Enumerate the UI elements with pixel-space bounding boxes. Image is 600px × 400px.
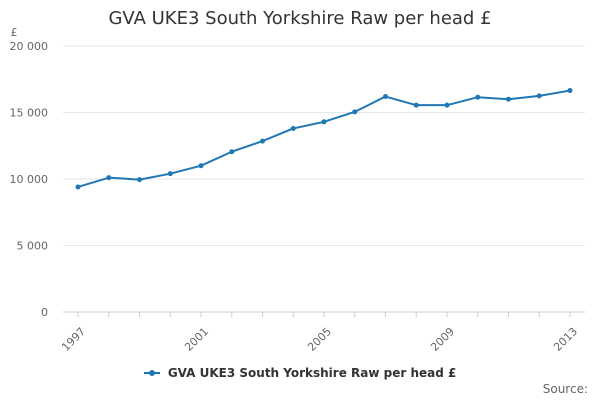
y-tick-label: 10 000 (10, 173, 49, 186)
data-point[interactable] (106, 175, 112, 181)
series-layer (75, 88, 573, 190)
data-point[interactable] (260, 138, 265, 144)
x-tick-label: 2005 (305, 325, 334, 354)
legend-swatch-icon (143, 369, 160, 376)
data-point[interactable] (536, 93, 542, 99)
data-point[interactable] (198, 163, 204, 169)
data-point[interactable] (413, 102, 419, 108)
data-point[interactable] (229, 149, 235, 155)
data-point[interactable] (167, 171, 173, 177)
x-tick-label: 2009 (428, 325, 457, 354)
y-axis-label: £ (11, 26, 18, 39)
data-point[interactable] (444, 102, 450, 108)
data-point[interactable] (506, 96, 511, 102)
grid-lines (63, 45, 585, 246)
axes (63, 311, 585, 317)
data-point[interactable] (75, 184, 81, 190)
chart-title: GVA UKE3 South Yorkshire Raw per head £ (108, 8, 492, 29)
data-point[interactable] (321, 119, 327, 125)
y-tick-label: 5 000 (17, 240, 49, 253)
x-tick-label: 1997 (59, 325, 88, 354)
x-tick-label: 2013 (551, 325, 580, 354)
data-point[interactable] (290, 125, 296, 131)
series-line (77, 89, 571, 188)
y-tick-label: 15 000 (10, 107, 49, 120)
data-point[interactable] (475, 94, 481, 100)
source-label: Source: (542, 382, 588, 396)
data-point[interactable] (383, 94, 388, 100)
data-point[interactable] (137, 177, 142, 183)
data-point[interactable] (567, 88, 573, 94)
y-tick-label: 20 000 (10, 40, 49, 53)
legend[interactable]: GVA UKE3 South Yorkshire Raw per head £ (0, 366, 600, 380)
tick-labels: 0 5 000 10 000 15 000 20 000£1997 2001 2005 200… (10, 26, 581, 354)
legend-item-label: GVA UKE3 South Yorkshire Raw per head £ (167, 366, 457, 380)
y-tick-label: 0 (41, 306, 48, 319)
x-tick-label: 2001 (182, 325, 211, 354)
data-point[interactable] (352, 109, 358, 115)
